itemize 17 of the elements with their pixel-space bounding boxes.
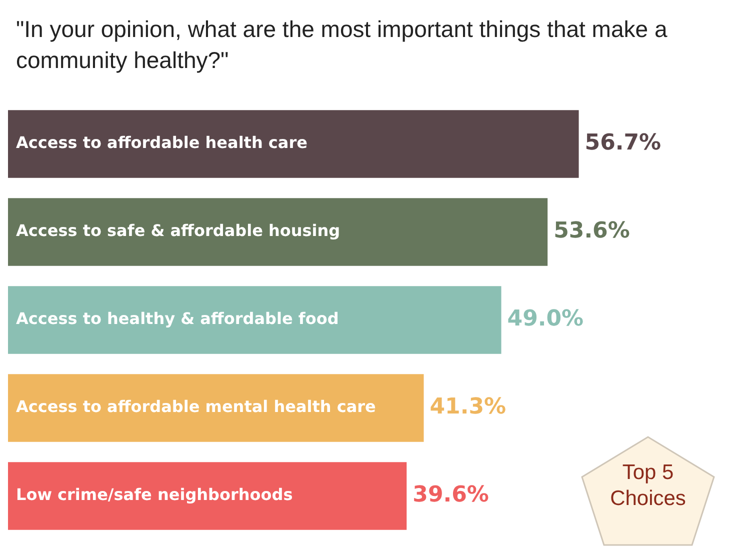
data-label: 53.6% xyxy=(554,218,630,244)
bar xyxy=(8,110,579,178)
bar xyxy=(8,198,548,266)
bar xyxy=(8,462,407,530)
data-label: 56.7% xyxy=(584,130,662,156)
y-tick-label: Access to affordable mental health care xyxy=(16,397,376,416)
y-tick-label: Access to safe & affordable housing xyxy=(16,221,340,240)
y-tick-label: Low crime/safe neighborhoods xyxy=(16,485,293,504)
data-label: 49.0% xyxy=(507,306,584,332)
data-label: 41.3% xyxy=(430,394,506,420)
y-tick-label: Access to healthy & affordable food xyxy=(16,309,339,328)
data-label: 39.6% xyxy=(412,482,489,508)
bar xyxy=(8,374,424,442)
bar xyxy=(8,286,502,354)
chart-title: "In your opinion, what are the most important things that make a community healthy?" xyxy=(16,15,668,75)
text: Top 5 Choices xyxy=(609,460,687,512)
y-tick-label: Access to affordable health care xyxy=(16,133,308,152)
